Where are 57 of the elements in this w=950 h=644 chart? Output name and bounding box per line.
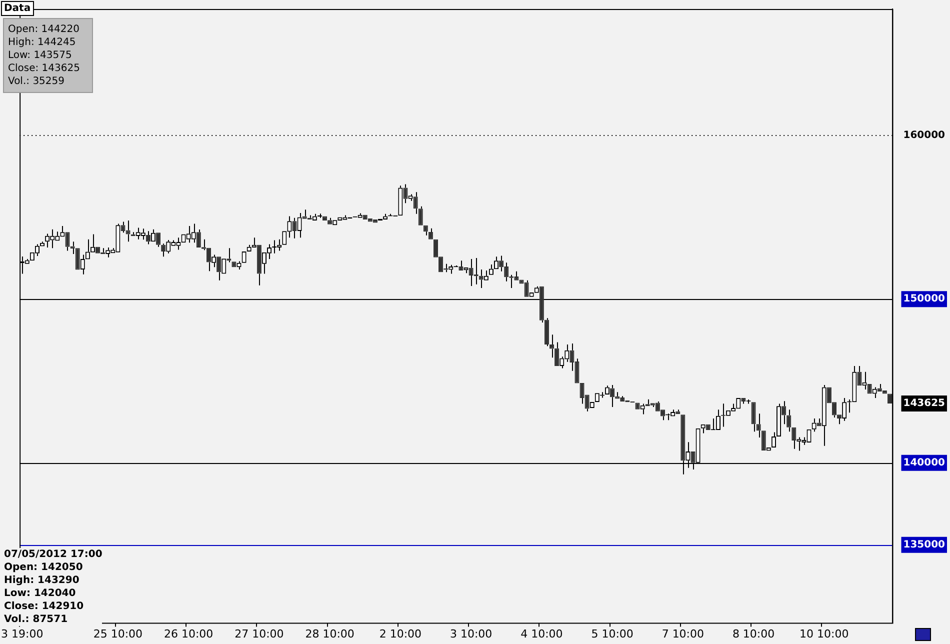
x-tick-label: 2 10:00 <box>379 627 422 640</box>
x-tick-label: 28 10:00 <box>305 627 354 640</box>
candlestick <box>287 216 292 238</box>
x-tick-label: 7 10:00 <box>662 627 704 640</box>
candlestick <box>297 212 302 238</box>
candlestick <box>590 402 594 408</box>
candlestick <box>484 270 488 280</box>
candlestick <box>488 264 494 275</box>
x-tick-label: 27 10:00 <box>234 627 284 640</box>
candlestick <box>90 234 95 252</box>
candlestick <box>232 262 236 268</box>
candlestick <box>635 402 640 410</box>
x-tick-label: 4 10:00 <box>520 627 563 640</box>
annotation: 07/05/2012 17:00 Open: 142050 High: 143290 Low: 142040 Close: 142910 Vol.: 87571 <box>4 548 102 626</box>
candlestick <box>464 267 468 274</box>
candlestick <box>862 371 867 390</box>
candlestick <box>222 258 226 274</box>
y-tick-label: 143625 <box>903 398 946 410</box>
annotation: Open: 144220 High: 144245 Low: 143575 Close: 143625 Vol.: 35259 <box>3 18 93 93</box>
candlestick <box>812 418 816 432</box>
candlestick <box>700 424 706 434</box>
candlestick <box>529 292 534 297</box>
x-tick-label: 25 10:00 <box>93 627 143 640</box>
candlestick <box>322 216 328 220</box>
candlestick <box>150 228 156 242</box>
x-tick-label: 5 10:00 <box>591 627 634 640</box>
candlestick <box>887 394 892 404</box>
candlestick <box>867 384 872 394</box>
x-tick-label: 10 10:00 <box>800 627 849 640</box>
candlestick <box>842 398 847 422</box>
candlestick <box>332 220 338 226</box>
candlestick <box>242 251 246 263</box>
candlestick <box>317 213 322 218</box>
candlestick <box>766 448 771 451</box>
y-tick-label: 140000 <box>903 458 946 469</box>
candlestick <box>75 248 80 270</box>
candlestick <box>24 258 30 264</box>
candlestick <box>872 386 877 399</box>
candlestick <box>408 194 413 202</box>
candlestick <box>282 231 287 245</box>
annotation: Data <box>1 1 34 16</box>
y-tick-label: 160000 <box>903 130 946 141</box>
y-tick-label: 135000 <box>903 539 946 550</box>
candlestick <box>786 409 792 432</box>
y-tick-label: 150000 <box>903 294 946 305</box>
x-tick-label: 3 10:00 <box>450 627 492 640</box>
x-tick-label: 3 19:00 <box>1 627 44 640</box>
x-tick-label: 26 10:00 <box>164 627 214 640</box>
candlestick <box>236 260 242 270</box>
candlestick <box>640 403 645 415</box>
candlestick <box>212 254 216 268</box>
candlestick <box>822 384 826 446</box>
candlestick <box>761 430 766 450</box>
x-tick-label: 8 10:00 <box>732 627 775 640</box>
candlestick <box>706 424 710 430</box>
candlestick <box>433 239 438 258</box>
candlestick <box>494 256 499 270</box>
